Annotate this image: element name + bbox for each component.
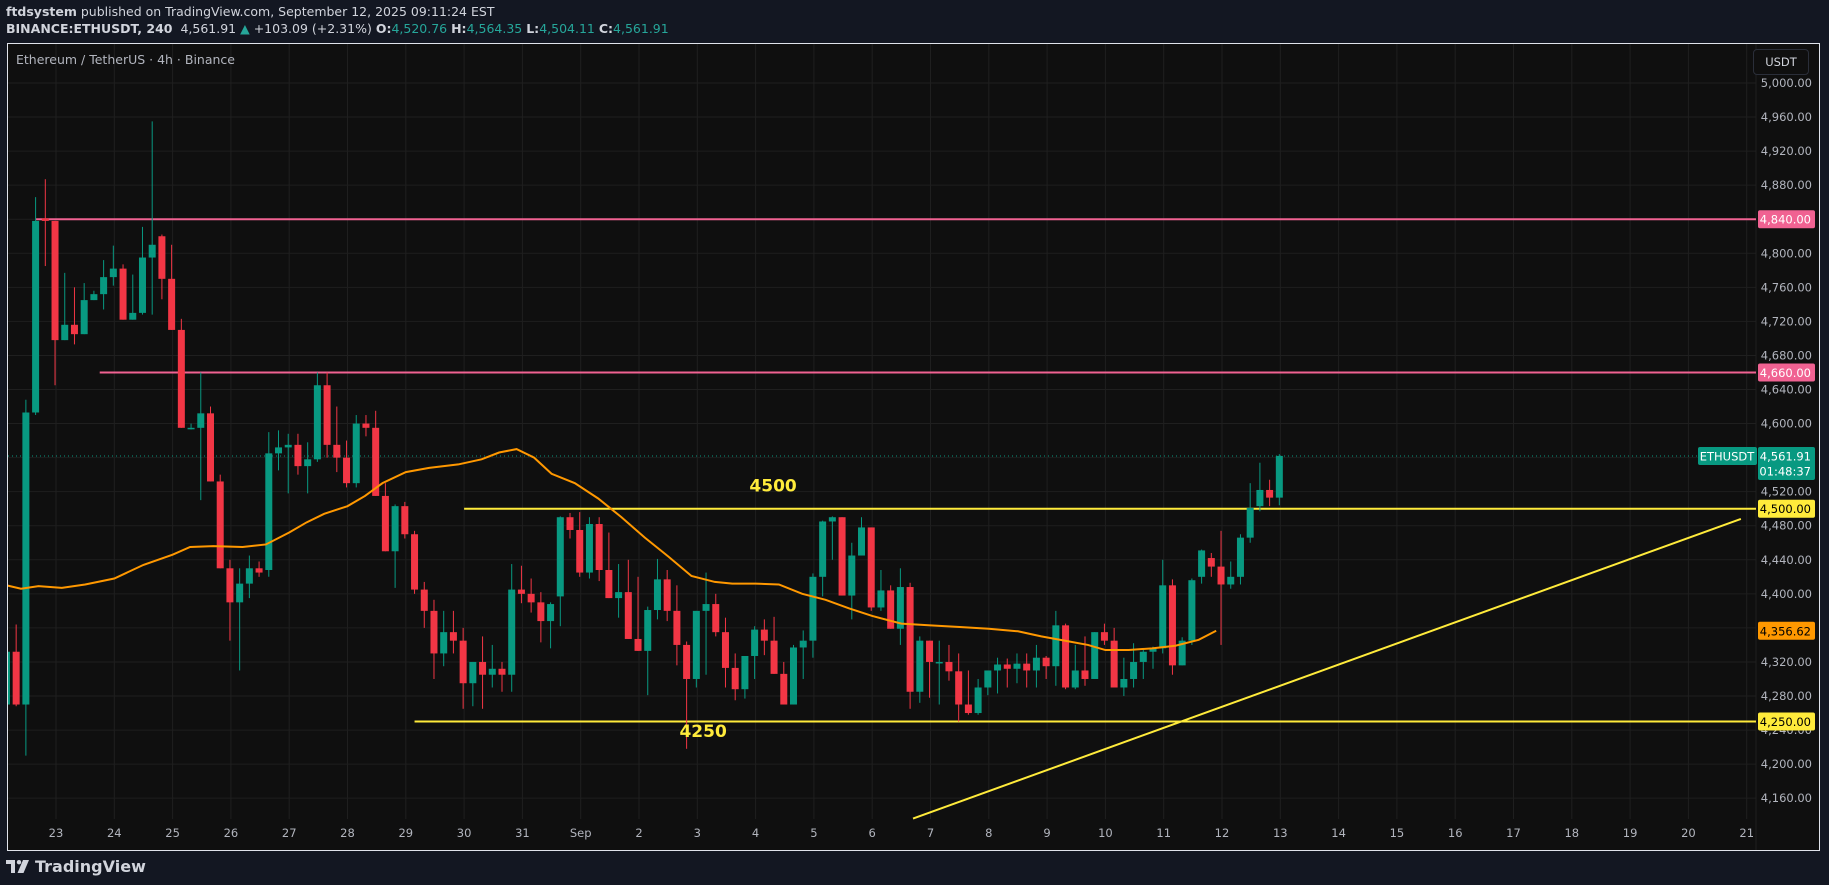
publish-info: ftdsystem published on TradingView.com, … — [6, 4, 494, 19]
svg-text:5: 5 — [810, 826, 817, 840]
candlestick-chart[interactable]: 4500 4250 5,000.00 4,960.00 4,920.00 4,880.00… — [8, 44, 1819, 850]
open-value: 4,520.76 — [391, 21, 448, 36]
low-label: L: — [526, 21, 540, 36]
svg-text:17: 17 — [1506, 826, 1521, 840]
symbol-info-bar: BINANCE:ETHUSDT, 240 4,561.91 ▲ +103.09 … — [6, 21, 669, 36]
close-value: 4,561.91 — [613, 21, 669, 36]
svg-text:10: 10 — [1098, 826, 1113, 840]
svg-text:4,640.00: 4,640.00 — [1761, 383, 1812, 397]
svg-text:12: 12 — [1215, 826, 1230, 840]
last-price: 4,561.91 — [180, 21, 237, 36]
svg-text:11: 11 — [1156, 826, 1171, 840]
trendline — [912, 517, 1742, 820]
triangle-up-icon: ▲ — [240, 21, 250, 36]
open-label: O: — [375, 21, 392, 36]
svg-text:27: 27 — [282, 826, 297, 840]
svg-text:30: 30 — [457, 826, 472, 840]
svg-text:5,000.00: 5,000.00 — [1761, 76, 1812, 90]
svg-text:4,480.00: 4,480.00 — [1761, 519, 1812, 533]
svg-text:4,356.62: 4,356.62 — [1760, 624, 1811, 638]
svg-text:16: 16 — [1448, 826, 1463, 840]
svg-text:3: 3 — [694, 826, 701, 840]
svg-text:4,960.00: 4,960.00 — [1761, 110, 1812, 124]
svg-text:01:48:37: 01:48:37 — [1759, 464, 1811, 478]
low-value: 4,504.11 — [539, 21, 595, 36]
svg-text:4,520.00: 4,520.00 — [1761, 485, 1812, 499]
svg-text:6: 6 — [869, 826, 876, 840]
svg-text:31: 31 — [515, 826, 530, 840]
svg-text:4,561.91: 4,561.91 — [1760, 449, 1811, 463]
svg-text:15: 15 — [1390, 826, 1405, 840]
svg-text:4,800.00: 4,800.00 — [1761, 246, 1812, 260]
svg-text:19: 19 — [1623, 826, 1638, 840]
svg-text:20: 20 — [1681, 826, 1696, 840]
currency-button[interactable]: USDT — [1753, 49, 1809, 75]
svg-text:Sep: Sep — [570, 826, 592, 840]
price-change: +103.09 (+2.31%) — [253, 21, 372, 36]
annotation-4500: 4500 — [749, 477, 796, 497]
author-name[interactable]: ftdsystem — [6, 4, 77, 19]
brand-name: TradingView — [35, 857, 146, 876]
svg-text:8: 8 — [985, 826, 992, 840]
tradingview-logo-icon — [6, 860, 29, 873]
svg-text:13: 13 — [1273, 826, 1288, 840]
svg-text:4,200.00: 4,200.00 — [1761, 757, 1812, 771]
svg-text:29: 29 — [398, 826, 413, 840]
published-text: published on TradingView.com, September … — [80, 4, 495, 19]
svg-text:4,320.00: 4,320.00 — [1761, 655, 1812, 669]
svg-text:4,600.00: 4,600.00 — [1761, 417, 1812, 431]
svg-text:24: 24 — [107, 826, 122, 840]
svg-text:4,500.00: 4,500.00 — [1760, 502, 1811, 516]
svg-text:4,840.00: 4,840.00 — [1760, 213, 1811, 227]
svg-text:25: 25 — [165, 826, 180, 840]
svg-text:4,250.00: 4,250.00 — [1760, 715, 1811, 729]
moving-average-line — [8, 448, 1217, 652]
close-label: C: — [598, 21, 614, 36]
svg-text:4,400.00: 4,400.00 — [1761, 587, 1812, 601]
svg-text:4,280.00: 4,280.00 — [1761, 689, 1812, 703]
svg-text:26: 26 — [224, 826, 239, 840]
svg-text:4: 4 — [752, 826, 759, 840]
svg-text:4,760.00: 4,760.00 — [1761, 280, 1812, 294]
svg-text:4,920.00: 4,920.00 — [1761, 144, 1812, 158]
svg-text:ETHUSDT: ETHUSDT — [1700, 449, 1756, 463]
svg-text:4,660.00: 4,660.00 — [1760, 366, 1811, 380]
svg-text:14: 14 — [1331, 826, 1346, 840]
svg-text:4,720.00: 4,720.00 — [1761, 314, 1812, 328]
svg-text:4,160.00: 4,160.00 — [1761, 791, 1812, 805]
svg-text:4,880.00: 4,880.00 — [1761, 178, 1812, 192]
svg-text:7: 7 — [927, 826, 934, 840]
svg-text:23: 23 — [49, 826, 64, 840]
symbol-interval: BINANCE:ETHUSDT, 240 — [6, 21, 173, 36]
svg-text:21: 21 — [1739, 826, 1754, 840]
high-label: H: — [451, 21, 467, 36]
chart-legend: Ethereum / TetherUS · 4h · Binance — [16, 52, 235, 67]
svg-text:28: 28 — [340, 826, 355, 840]
annotation-4250: 4250 — [679, 722, 726, 742]
chart-frame[interactable]: 4500 4250 5,000.00 4,960.00 4,920.00 4,880.00… — [7, 43, 1820, 851]
svg-text:2: 2 — [635, 826, 642, 840]
high-value: 4,564.35 — [466, 21, 523, 36]
tradingview-logo[interactable]: TradingView — [6, 857, 146, 876]
svg-text:9: 9 — [1043, 826, 1050, 840]
svg-text:4,680.00: 4,680.00 — [1761, 348, 1812, 362]
svg-text:4,440.00: 4,440.00 — [1761, 553, 1812, 567]
svg-text:18: 18 — [1564, 826, 1579, 840]
